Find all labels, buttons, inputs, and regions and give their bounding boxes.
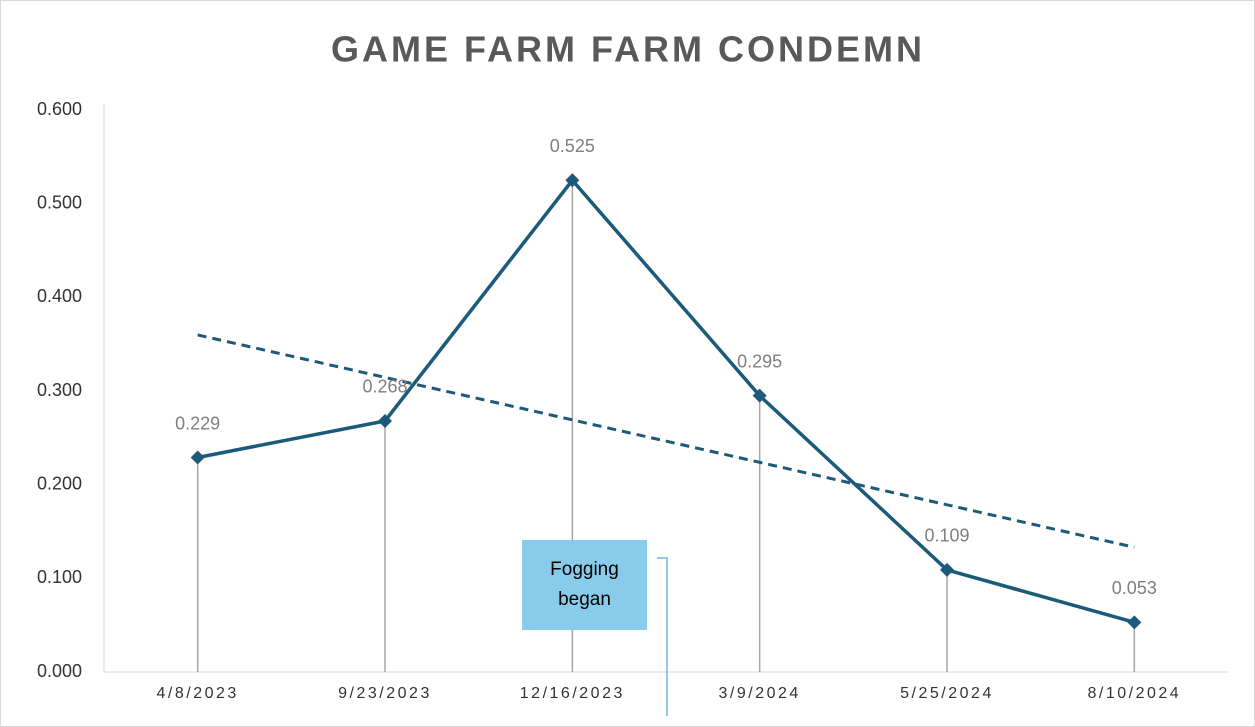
trendline	[197, 333, 1135, 549]
y-tick-label: 0.300	[37, 380, 82, 400]
y-tick-label: 0.400	[37, 286, 82, 306]
x-tick-label: 9/23/2023	[338, 685, 432, 702]
marker	[752, 388, 767, 403]
y-tick-label: 0.100	[37, 567, 82, 587]
data-label: 0.525	[550, 136, 595, 156]
y-tick-label: 0.200	[37, 473, 82, 493]
x-tick-label: 8/10/2024	[1087, 685, 1181, 702]
data-label: 0.109	[924, 526, 969, 546]
y-tick-label: 0.500	[37, 192, 82, 212]
annotation: Fogging began	[522, 540, 647, 630]
data-label: 0.295	[737, 351, 782, 371]
y-tick-label: 0.600	[37, 99, 82, 119]
y-tick-label: 0.000	[37, 661, 82, 681]
x-tick-label: 5/25/2024	[900, 685, 994, 702]
x-tick-label: 4/8/2023	[157, 685, 239, 702]
x-tick-label: 12/16/2023	[520, 685, 625, 702]
marker	[190, 450, 205, 465]
data-label: 0.268	[362, 377, 407, 397]
chart-title: GAME FARM FARM CONDEMN	[331, 29, 925, 70]
data-label: 0.229	[175, 413, 220, 433]
data-label: 0.053	[1112, 578, 1157, 598]
x-tick-label: 3/9/2024	[719, 685, 801, 702]
marker	[1127, 615, 1142, 630]
marker	[565, 173, 580, 188]
marker	[940, 562, 954, 577]
marker	[378, 413, 392, 428]
callout-line	[657, 557, 668, 716]
line-series	[197, 177, 1135, 625]
